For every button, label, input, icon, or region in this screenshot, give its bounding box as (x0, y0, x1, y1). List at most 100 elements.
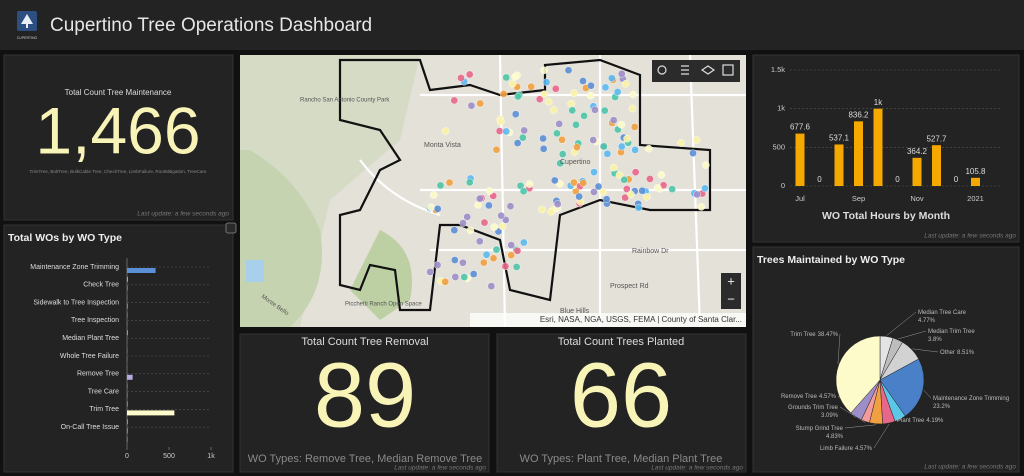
last-update: Last update: a few seconds ago (394, 465, 486, 472)
map-point (482, 250, 491, 259)
leader-line (923, 390, 932, 399)
map-point (692, 136, 701, 144)
map-point (589, 136, 597, 144)
bar (854, 121, 863, 186)
map-point (638, 186, 646, 195)
map-tools (657, 64, 734, 76)
last-update: Last update: a few seconds ago (924, 464, 1016, 471)
leader-line (837, 333, 841, 365)
zoom-in[interactable]: + (727, 273, 735, 288)
bar (912, 157, 922, 186)
map-point (564, 66, 573, 75)
y-tick-label: Tree Care (88, 388, 119, 395)
map-point (615, 171, 624, 179)
map-point (502, 73, 511, 82)
place-label: Blue Hills (560, 308, 590, 315)
place-labels: Monta Vista Cupertino Rainbow Dr Prospec… (260, 98, 669, 318)
map-point (426, 268, 434, 276)
label-value: 4.57% (855, 446, 873, 452)
map-point (495, 127, 504, 135)
map-point (701, 161, 710, 169)
map-point (629, 90, 637, 99)
map-point (445, 178, 454, 187)
map-point (607, 74, 616, 83)
y-tick-label: Check Tree (83, 282, 119, 289)
park (350, 230, 412, 320)
map-point (701, 184, 709, 193)
data-label: 0 (817, 175, 822, 184)
map-point (459, 258, 467, 267)
map-point (467, 101, 476, 110)
label-value: 8.51% (957, 350, 975, 356)
label-value: 4.77% (918, 318, 936, 324)
map-point (459, 219, 467, 227)
map-point (476, 194, 484, 203)
map-point (600, 142, 608, 151)
map-point (602, 195, 611, 204)
map[interactable]: Monta Vista Cupertino Rainbow Dr Prospec… (240, 55, 746, 327)
map-point (631, 168, 640, 176)
y-tick-label: On-Call Tree Issue (61, 424, 119, 431)
map-point (520, 126, 528, 135)
leader-line (886, 311, 917, 336)
panel-planted (496, 333, 747, 473)
legend-button[interactable] (681, 65, 689, 75)
map-point (646, 175, 654, 183)
data-label: 537.1 (829, 134, 850, 143)
map-point (550, 176, 559, 185)
zoom-out[interactable]: − (727, 291, 735, 306)
map-point (474, 201, 482, 209)
search-button[interactable] (657, 65, 667, 75)
attribution: Esri, NASA, NGA, USGS, FEMA | County of … (540, 315, 742, 324)
label-value: 23.2% (933, 404, 951, 410)
y-tick-label: 500 (772, 142, 785, 151)
data-label: 105.8 (965, 167, 986, 176)
label-name: Stump Grind Tree (796, 426, 844, 432)
data-label: Limb Failure 4.57% (820, 446, 873, 452)
bar (127, 330, 128, 336)
map-point (575, 192, 583, 201)
map-point (540, 66, 548, 75)
map-point (512, 263, 521, 271)
y-tick-label: Tree Inspection (71, 317, 119, 324)
map-point (603, 150, 612, 158)
map-point (433, 261, 442, 269)
y-tick-label: 1k (777, 104, 785, 113)
basemap-button[interactable] (722, 64, 734, 76)
map-point (609, 116, 618, 124)
chart-title: WO Total Hours by Month (822, 210, 950, 222)
chart-title: Trees Maintained by WO Type (757, 254, 905, 266)
pie-slice (879, 358, 925, 417)
label-name: Median Tree Care (918, 310, 967, 316)
data-label: Other 8.51% (940, 350, 975, 356)
x-tick-label: 500 (163, 453, 175, 460)
map-point (514, 92, 522, 101)
y-tick-label: Sidewalk to Tree Inspection (33, 299, 119, 306)
indicator-subtitle: WO Types: Remove Tree, Median Remove Tre… (248, 453, 483, 465)
x-tick-label: Nov (910, 194, 924, 203)
place-label: Picchetti Ranch Open Space (345, 302, 422, 308)
layers-button[interactable] (700, 65, 716, 75)
pie-slice (835, 335, 881, 414)
data-label: 836.2 (848, 110, 869, 119)
data-label: 527.7 (926, 134, 947, 143)
indicator-title: Total Count Trees Planted (558, 336, 685, 348)
map-point (527, 82, 535, 91)
water (246, 260, 264, 282)
bar (127, 276, 129, 282)
expand-button[interactable] (225, 222, 237, 234)
data-label: Stump Grind Tree 4.83% (796, 426, 844, 440)
data-label: Median Tree Care 4.77% (918, 310, 967, 324)
map-point (555, 120, 563, 128)
label-name: Limb Failure (820, 446, 854, 452)
logo-text: CUPERTINO (17, 36, 38, 40)
map-point (558, 135, 566, 144)
map-point (579, 77, 587, 85)
logo-tree (21, 14, 33, 28)
map-point (677, 139, 685, 147)
leader-line (873, 423, 890, 449)
map-point (513, 247, 522, 255)
map-point (668, 185, 676, 193)
data-label: Plant Tree 4.19% (897, 418, 944, 424)
map-point (657, 171, 666, 179)
